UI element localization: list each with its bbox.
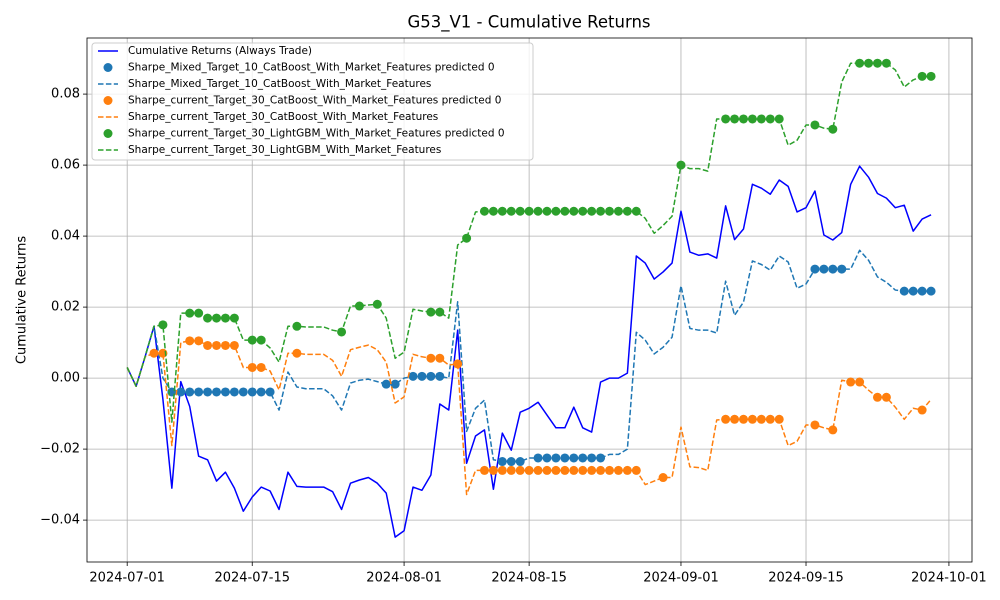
series-line [126, 340, 932, 496]
marker [149, 348, 159, 358]
marker [497, 206, 507, 216]
y-tick-label: 0.04 [51, 229, 80, 244]
legend-marker [103, 96, 113, 105]
marker [265, 387, 275, 397]
plot-area [126, 58, 936, 538]
marker [220, 313, 230, 323]
marker [488, 206, 498, 216]
marker [542, 465, 552, 475]
axes-frame [86, 37, 973, 563]
marker [212, 387, 222, 397]
legend-label: Sharpe_current_Target_30_CatBoost_With_M… [128, 111, 438, 123]
y-axis-label: Cumulative Returns [15, 236, 30, 364]
marker [435, 371, 445, 381]
legend-marker [103, 129, 113, 138]
x-tick-label: 2024-07-15 [214, 571, 290, 586]
y-tick-label: 0.02 [51, 300, 80, 315]
marker [587, 453, 597, 463]
legend-marker [103, 63, 113, 72]
marker [560, 206, 570, 216]
marker [354, 301, 364, 311]
legend-label: Sharpe_current_Target_30_LightGBM_With_M… [128, 128, 505, 140]
marker [917, 286, 927, 296]
marker [756, 414, 766, 424]
marker [872, 58, 882, 68]
legend-label: Sharpe_current_Target_30_CatBoost_With_M… [128, 95, 501, 107]
legend-label: Sharpe_Mixed_Target_10_CatBoost_With_Mar… [128, 78, 431, 90]
series-line [126, 165, 932, 538]
marker [738, 414, 748, 424]
marker [738, 114, 748, 124]
marker [229, 313, 239, 323]
marker [828, 425, 838, 435]
series-line [126, 249, 932, 463]
x-tick-label: 2024-08-01 [366, 571, 442, 586]
marker [926, 286, 936, 296]
x-tick-label: 2024-09-15 [768, 571, 844, 586]
legend-label: Sharpe_Mixed_Target_10_CatBoost_With_Mar… [128, 62, 495, 74]
marker [926, 71, 936, 81]
y-tick-label: 0.08 [51, 87, 80, 102]
marker [479, 465, 489, 475]
legend: Cumulative Returns (Always Trade) Sharpe_… [91, 42, 534, 161]
marker [194, 387, 204, 397]
x-tick-label: 2024-07-01 [89, 571, 165, 586]
marker [613, 465, 623, 475]
y-tick-label: 0.06 [51, 158, 80, 173]
marker [203, 387, 213, 397]
marker [658, 473, 668, 483]
marker [605, 465, 615, 475]
marker [158, 320, 168, 330]
marker [828, 124, 838, 134]
marker [256, 362, 266, 372]
marker [569, 206, 579, 216]
marker [194, 336, 204, 346]
y-tick-label: −0.02 [40, 442, 80, 457]
x-tick-label: 2024-10-01 [911, 571, 987, 586]
marker [506, 206, 516, 216]
legend-box [91, 42, 534, 161]
marker [185, 336, 195, 346]
legend-label: Sharpe_current_Target_30_LightGBM_With_M… [128, 144, 441, 156]
marker [533, 465, 543, 475]
marker [247, 335, 257, 345]
chart-title: G53_V1 - Cumulative Returns [407, 13, 650, 33]
marker [247, 362, 257, 372]
x-tick-label: 2024-08-15 [491, 571, 567, 586]
marker [747, 414, 757, 424]
marker [578, 453, 588, 463]
marker [747, 114, 757, 124]
marker [864, 58, 874, 68]
y-tick-label: −0.04 [40, 513, 80, 528]
marker [515, 457, 525, 467]
series-line [126, 62, 932, 423]
legend-label: Cumulative Returns (Always Trade) [128, 45, 312, 57]
x-tick-label: 2024-09-01 [643, 571, 719, 586]
y-tick-label: 0.00 [51, 371, 80, 386]
